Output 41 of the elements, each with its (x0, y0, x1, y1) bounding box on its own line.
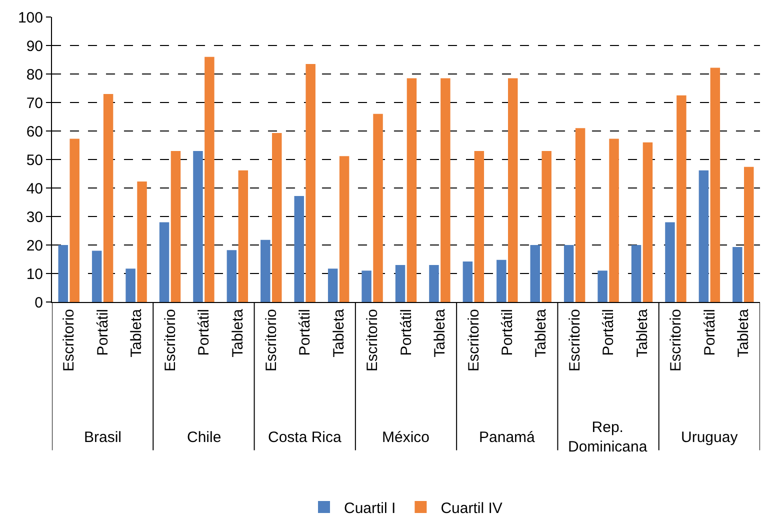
x-tick-label: Tableta (432, 308, 449, 358)
x-tick-label: Tableta (532, 308, 550, 358)
x-tick-label: Escritorio (364, 309, 382, 372)
x-tick-label: Portátil (196, 309, 213, 356)
text: Uruguay (681, 429, 738, 446)
y-tick-label: 90 (26, 38, 43, 55)
y-tick-label: 80 (26, 66, 43, 84)
text: Rep. Dominicana (568, 419, 648, 456)
y-tick-label: 0 (34, 294, 43, 312)
y-tick-label: 40 (26, 180, 43, 198)
legend-label: Cuartil I (344, 500, 396, 517)
x-tick-label: Tableta (128, 308, 146, 358)
text: Brasil (84, 429, 122, 446)
y-tick-label: 20 (26, 237, 43, 254)
x-tick-label: Tableta (229, 308, 246, 358)
x-tick-label: Portátil (499, 309, 516, 356)
x-tick-label: Escritorio (162, 309, 179, 372)
x-tick-label: Portátil (600, 309, 618, 356)
x-tick-label: Portátil (296, 309, 314, 356)
y-tick-label: 10 (26, 266, 43, 283)
x-tick-label: Tableta (735, 308, 752, 358)
x-tick-label: Escritorio (60, 309, 78, 372)
x-tick-label: Tableta (330, 308, 348, 358)
x-tick-label: Portátil (398, 309, 415, 356)
x-tick-label: Escritorio (566, 309, 584, 372)
y-tick-label: 100 (18, 9, 43, 26)
text: México (382, 429, 430, 446)
x-tick-label: Portátil (701, 309, 718, 356)
y-tick-label: 60 (26, 123, 43, 140)
y-tick-label: 30 (26, 208, 43, 226)
x-tick-label: Tableta (634, 308, 651, 358)
x-tick-label: Escritorio (668, 309, 685, 372)
text: Chile (187, 429, 222, 446)
x-tick-label: Escritorio (465, 309, 482, 372)
x-tick-label: Escritorio (263, 309, 280, 372)
text: Panamá (479, 429, 536, 446)
x-tick-label: Portátil (94, 309, 112, 356)
text: Costa Rica (268, 429, 342, 446)
y-tick-label: 70 (26, 94, 43, 112)
y-tick-label: 50 (26, 152, 43, 169)
legend-label: Cuartil IV (440, 500, 502, 517)
